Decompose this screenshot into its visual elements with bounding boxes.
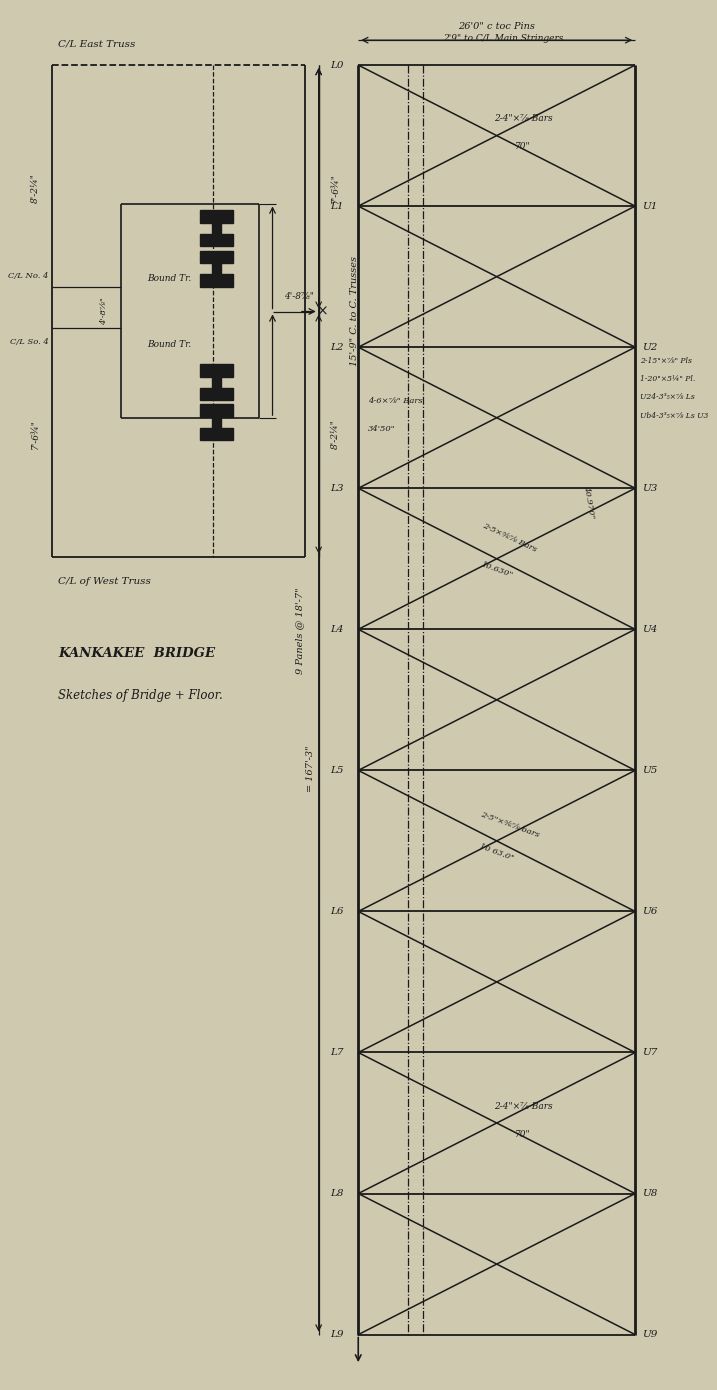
Text: 4'-8⅞": 4'-8⅞": [284, 292, 314, 302]
Text: L3: L3: [331, 484, 343, 493]
Text: 8'-2¼": 8'-2¼": [31, 174, 39, 203]
Text: 2'9" to C/L Main Stringers: 2'9" to C/L Main Stringers: [443, 35, 564, 43]
Text: Bound Tr.: Bound Tr.: [147, 341, 191, 349]
Text: 34'50": 34'50": [368, 425, 396, 432]
Text: U4: U4: [642, 626, 657, 634]
Text: L5: L5: [331, 766, 343, 774]
Text: U6: U6: [642, 906, 657, 916]
Text: Sketches of Bridge + Floor.: Sketches of Bridge + Floor.: [58, 688, 223, 702]
Text: 7'-6¾": 7'-6¾": [31, 420, 39, 449]
Text: U24-3³₅×⅞ Ls: U24-3³₅×⅞ Ls: [640, 393, 695, 402]
Text: 2-5×⅚⅞ Bars: 2-5×⅚⅞ Bars: [482, 523, 538, 555]
Text: U5: U5: [642, 766, 657, 774]
Text: U9: U9: [642, 1330, 657, 1339]
Polygon shape: [200, 404, 233, 417]
Text: KANKAKEE  BRIDGE: KANKAKEE BRIDGE: [58, 646, 215, 660]
Text: Ub4-3³₅×⅞ Ls U3: Ub4-3³₅×⅞ Ls U3: [640, 413, 709, 420]
Polygon shape: [212, 222, 221, 234]
Text: 2-15"×⅞" Pls: 2-15"×⅞" Pls: [640, 357, 693, 366]
Text: 4-6×⅞" Bars: 4-6×⅞" Bars: [368, 398, 423, 404]
Text: 15'-9" C. to C. Trusses: 15'-9" C. to C. Trusses: [351, 256, 359, 366]
Text: L8: L8: [331, 1188, 343, 1198]
Text: U7: U7: [642, 1048, 657, 1056]
Text: 2-4"×⅞ Bars: 2-4"×⅞ Bars: [494, 1102, 552, 1111]
Text: 2-4"×⅞ Bars: 2-4"×⅞ Bars: [494, 114, 552, 124]
Text: U8: U8: [642, 1188, 657, 1198]
Text: C/L of West Truss: C/L of West Truss: [58, 577, 151, 587]
Text: 1-20"×5¼" Pl.: 1-20"×5¼" Pl.: [640, 375, 695, 384]
Text: = 167'-3": = 167'-3": [306, 746, 315, 792]
Polygon shape: [200, 428, 233, 441]
Polygon shape: [212, 417, 221, 428]
Text: 2-5"×⅚⅞ bars: 2-5"×⅚⅞ bars: [480, 810, 541, 838]
Text: L6: L6: [331, 906, 343, 916]
Text: C/L No. 4: C/L No. 4: [8, 271, 48, 279]
Text: 10.630": 10.630": [480, 560, 514, 580]
Text: 8'-2¼": 8'-2¼": [331, 420, 340, 449]
Text: ×: ×: [316, 304, 328, 318]
Text: L7: L7: [331, 1048, 343, 1056]
Text: 9 Panels @ 18'-7": 9 Panels @ 18'-7": [295, 588, 305, 674]
Polygon shape: [200, 250, 233, 263]
Text: 40.970": 40.970": [582, 485, 596, 520]
Text: U2: U2: [642, 343, 657, 352]
Text: U1: U1: [642, 202, 657, 211]
Text: Bound Tr.: Bound Tr.: [147, 274, 191, 282]
Text: L9: L9: [331, 1330, 343, 1339]
Text: L1: L1: [331, 202, 343, 211]
Text: 26'0" c toc Pins: 26'0" c toc Pins: [458, 22, 535, 31]
Polygon shape: [200, 234, 233, 246]
Polygon shape: [200, 274, 233, 286]
Text: 70": 70": [516, 1130, 531, 1138]
Polygon shape: [212, 377, 221, 388]
Polygon shape: [200, 364, 233, 377]
Text: L4: L4: [331, 626, 343, 634]
Text: 70": 70": [516, 142, 531, 152]
Text: 10 63.0": 10 63.0": [478, 842, 515, 862]
Polygon shape: [200, 388, 233, 400]
Polygon shape: [212, 263, 221, 274]
Text: C/L East Truss: C/L East Truss: [58, 40, 136, 49]
Text: 4'-8⅞": 4'-8⅞": [100, 297, 108, 325]
Polygon shape: [200, 210, 233, 222]
Text: 7'-6¾": 7'-6¾": [331, 174, 340, 203]
Text: L2: L2: [331, 343, 343, 352]
Text: L0: L0: [331, 61, 343, 70]
Text: U3: U3: [642, 484, 657, 493]
Text: C/L So. 4: C/L So. 4: [9, 338, 48, 346]
